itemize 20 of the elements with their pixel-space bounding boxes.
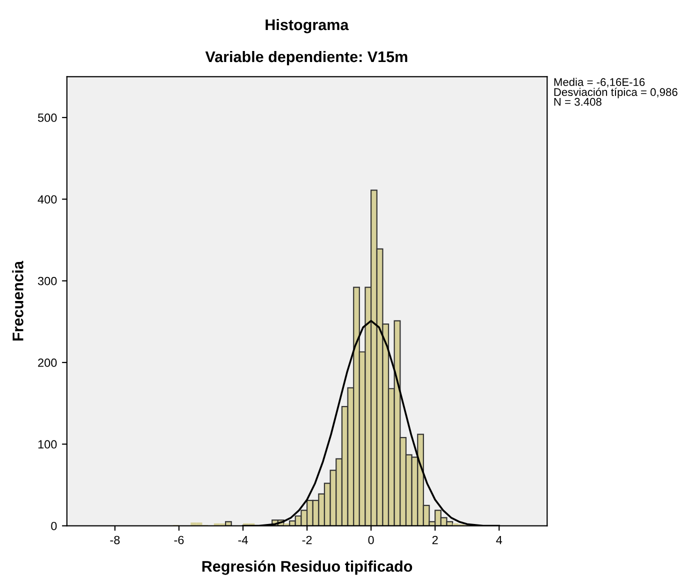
- y-tick-label: 0: [51, 522, 57, 530]
- y-tick-label: 300: [38, 276, 57, 286]
- y-tick-label: 100: [38, 440, 57, 449]
- y-axis-title: Frecuencia: [12, 260, 24, 341]
- x-tick-label: -4: [238, 536, 248, 544]
- text: Media = -6,16E-16: [554, 78, 645, 88]
- y-tick-label: 200: [38, 358, 57, 367]
- x-tick-label: -6: [174, 536, 184, 544]
- x-tick-label: -2: [302, 536, 312, 544]
- chart-subtitle: Variable dependiente: V15m: [205, 50, 408, 66]
- x-tick-label: 4: [496, 536, 502, 544]
- chart-title: Histograma: [266, 18, 349, 34]
- text: N = 3.408: [554, 98, 602, 106]
- x-tick-label: -8: [110, 536, 120, 544]
- y-tick-label: 400: [38, 195, 57, 204]
- x-tick-label: 2: [432, 536, 438, 544]
- x-tick-label: 0: [368, 536, 374, 544]
- x-axis-title: Regresión Residuo tipificado: [202, 560, 412, 575]
- text: Desviación típica = 0,986: [554, 88, 678, 98]
- y-tick-label: 500: [38, 114, 57, 122]
